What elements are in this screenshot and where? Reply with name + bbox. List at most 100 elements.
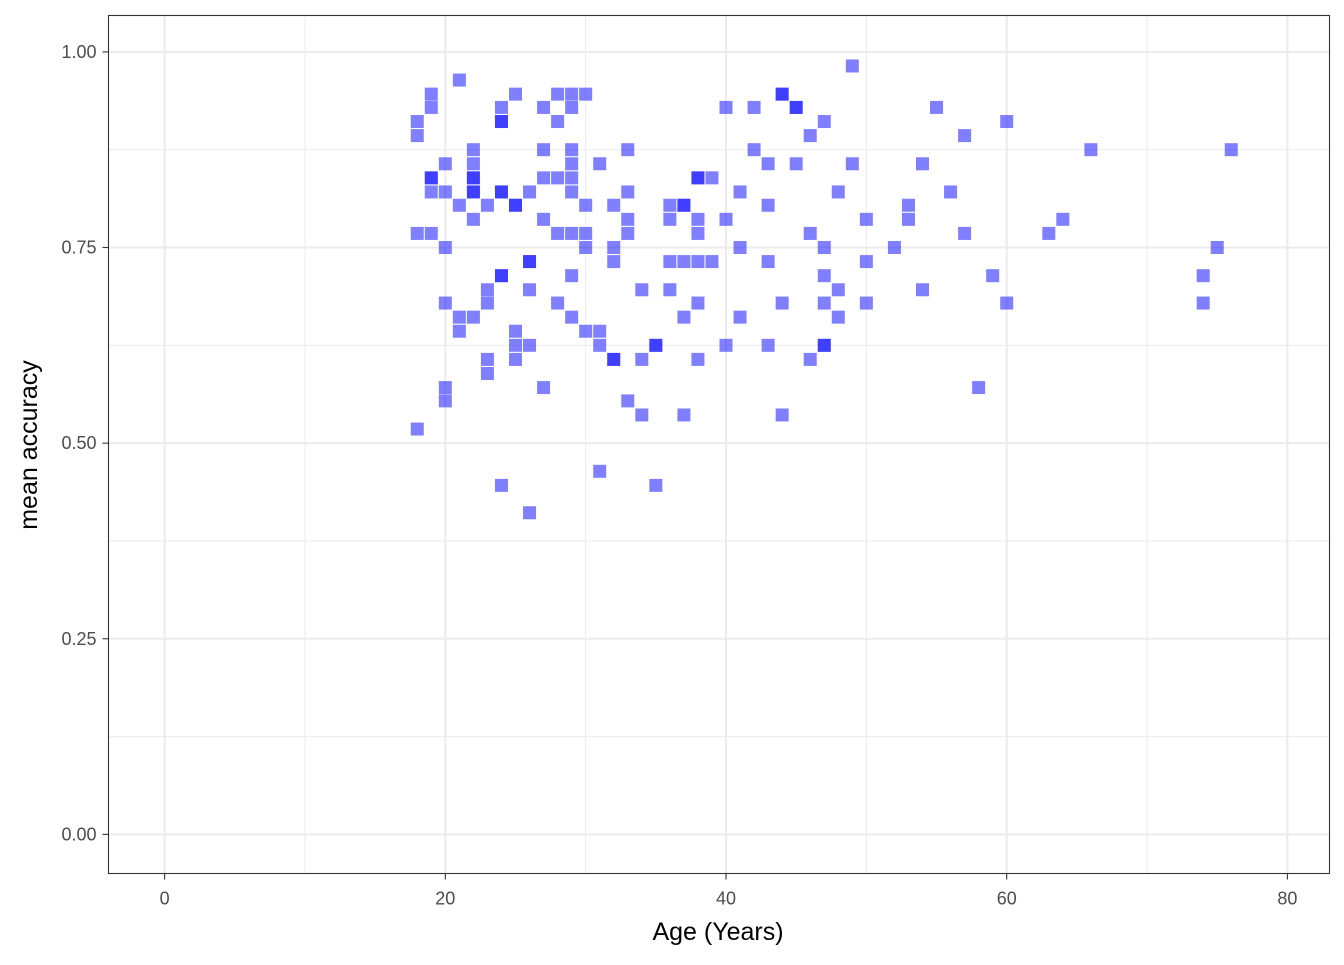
data-point (733, 185, 747, 199)
data-point (1000, 115, 1014, 129)
data-point (565, 171, 579, 185)
data-point (831, 310, 845, 324)
data-point (523, 185, 537, 199)
x-tick-label: 40 (716, 889, 736, 909)
data-point (537, 381, 551, 395)
data-point (480, 198, 494, 212)
x-tick-label: 20 (435, 889, 455, 909)
data-point (438, 157, 452, 171)
data-point (635, 283, 649, 297)
data-point (635, 408, 649, 422)
data-point (817, 241, 831, 255)
y-tick-label: 1.00 (61, 42, 96, 62)
data-point (719, 338, 733, 352)
data-point (859, 255, 873, 269)
data-point (565, 100, 579, 114)
data-point (621, 394, 635, 408)
x-tick-label: 60 (997, 889, 1017, 909)
data-point (438, 394, 452, 408)
data-point (649, 338, 663, 352)
data-point (551, 296, 565, 310)
data-point (537, 212, 551, 226)
data-point (565, 87, 579, 101)
data-point (607, 198, 621, 212)
data-point (677, 255, 691, 269)
data-point (621, 226, 635, 240)
data-point (579, 198, 593, 212)
data-point (494, 100, 508, 114)
data-point (480, 352, 494, 366)
data-point (410, 422, 424, 436)
data-point (775, 296, 789, 310)
data-point (803, 352, 817, 366)
data-point (579, 226, 593, 240)
data-point (691, 212, 705, 226)
data-point (551, 115, 565, 129)
panel-border (107, 14, 1331, 875)
data-point (607, 352, 621, 366)
data-point (424, 100, 438, 114)
data-point (901, 212, 915, 226)
data-point (845, 59, 859, 73)
data-point (509, 87, 522, 101)
data-point (494, 115, 508, 129)
data-point (859, 212, 873, 226)
data-point (579, 324, 593, 338)
data-point (691, 296, 705, 310)
data-point (551, 87, 565, 101)
data-point (523, 283, 537, 297)
data-point (537, 143, 551, 157)
data-point (494, 185, 508, 199)
data-point (480, 283, 494, 297)
data-point (958, 226, 972, 240)
data-point (565, 269, 579, 283)
data-point (691, 226, 705, 240)
data-point (789, 100, 803, 114)
data-point (986, 269, 1000, 283)
minor-gridlines (108, 15, 1330, 874)
data-point (494, 269, 508, 283)
data-point (916, 157, 929, 171)
data-point (930, 100, 944, 114)
data-point (593, 157, 607, 171)
data-point (621, 185, 635, 199)
data-point (747, 143, 761, 157)
data-point (663, 283, 677, 297)
data-point (438, 241, 452, 255)
data-point (410, 226, 424, 240)
data-point (761, 157, 775, 171)
data-point (691, 171, 705, 185)
data-point (845, 157, 859, 171)
data-point (452, 324, 466, 338)
data-point (1196, 296, 1210, 310)
data-point (761, 198, 775, 212)
data-point (733, 241, 747, 255)
data-point (523, 255, 537, 269)
plot-background (108, 15, 1330, 874)
data-point (958, 129, 972, 143)
data-point (803, 129, 817, 143)
data-point (565, 310, 579, 324)
data-point (523, 338, 537, 352)
data-point (649, 478, 663, 492)
data-point (901, 198, 915, 212)
data-point (831, 283, 845, 297)
data-point (761, 338, 775, 352)
y-tick-label: 0.25 (61, 629, 96, 649)
x-axis: 0 20 40 60 80 (160, 873, 1297, 909)
data-point (1084, 143, 1098, 157)
data-point (1196, 269, 1210, 283)
data-point (775, 408, 789, 422)
data-point (466, 185, 480, 199)
data-point (466, 157, 480, 171)
data-point (593, 324, 607, 338)
data-point (579, 87, 593, 101)
x-axis-title: Age (Years) (652, 918, 783, 946)
data-point (691, 255, 705, 269)
data-point (509, 338, 522, 352)
data-point (859, 296, 873, 310)
data-point (579, 241, 593, 255)
data-point (719, 212, 733, 226)
